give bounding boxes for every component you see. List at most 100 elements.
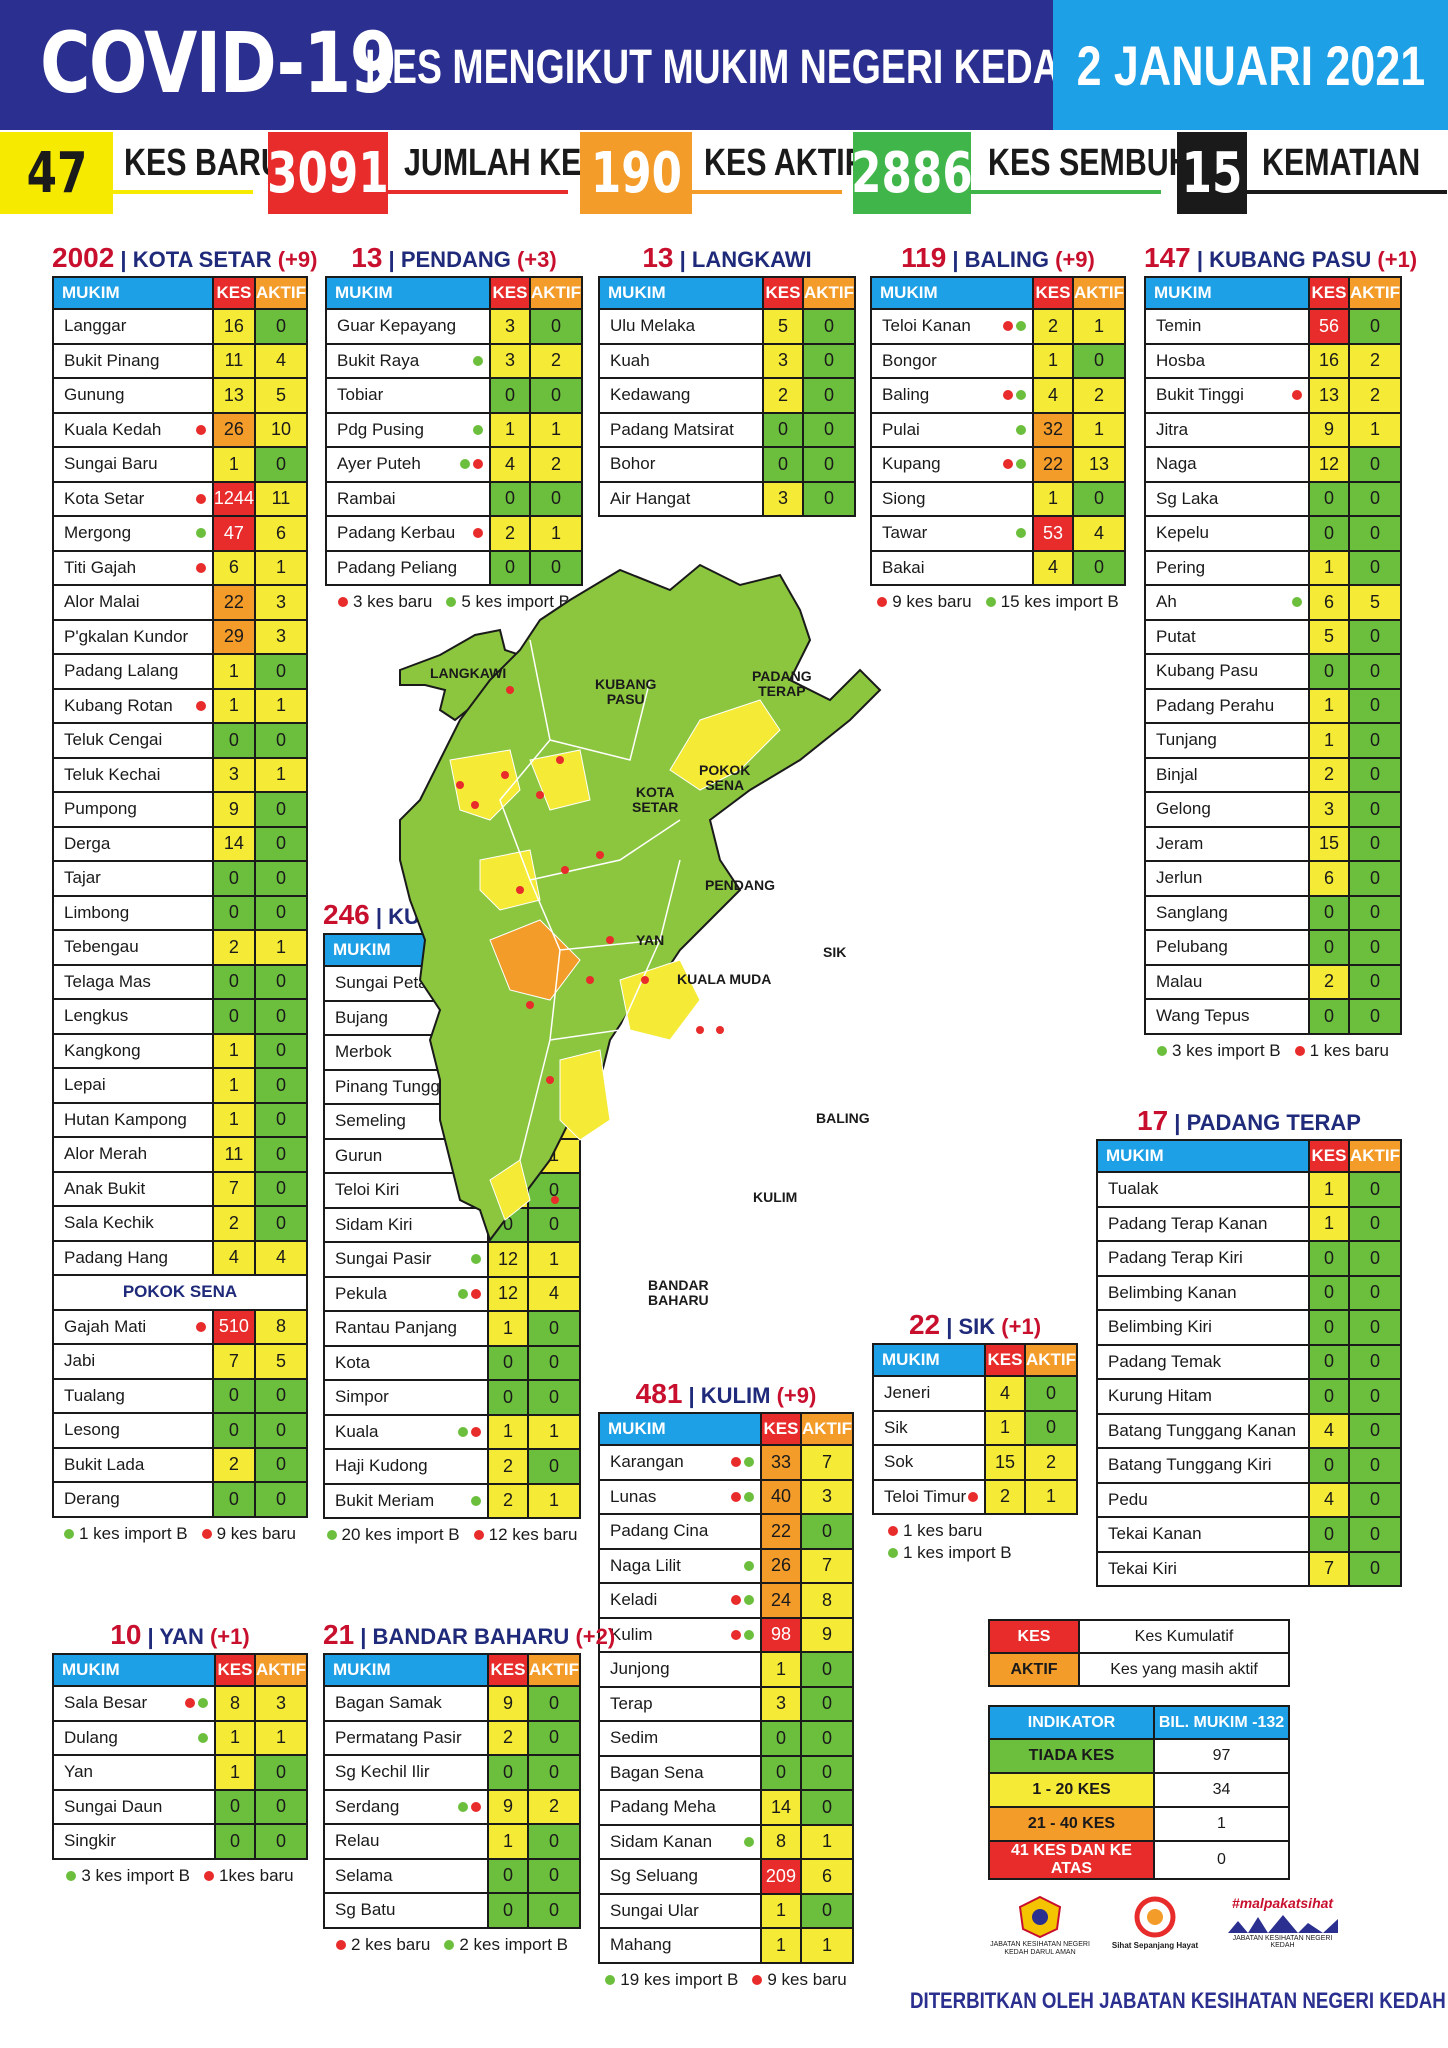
map-label-pokok-sena: POKOK SENA xyxy=(699,762,751,793)
mukim-name: Sungai Petani xyxy=(335,973,441,993)
aktif-cell: 0 xyxy=(253,1101,309,1138)
district-baling: 119 | BALING (+9) MUKIM KES AKTIF Teloi Kana… xyxy=(870,244,1127,612)
legend-text: 3 kes import B xyxy=(81,1865,190,1885)
kes-cell: 47 xyxy=(211,515,256,552)
mukim-table: MUKIM KES AKTIF Teloi Kanan 2 1 Bongor 1 0 Baling… xyxy=(870,276,1127,586)
map-zone-kota-setar xyxy=(449,749,521,821)
table-row: Naga Lilit 26 7 xyxy=(598,1547,855,1584)
case-markers xyxy=(195,493,206,504)
import-case-dot xyxy=(743,1595,754,1606)
aktif-cell: 0 xyxy=(1347,1447,1403,1484)
mukim-cell: Sedim xyxy=(598,1720,762,1757)
kes-cell: 6 xyxy=(211,549,256,586)
kes-cell: 9 xyxy=(211,791,256,828)
kes-cell: 3 xyxy=(1307,791,1350,828)
aktif-cell: 0 xyxy=(1347,1412,1403,1449)
aktif-cell: 0 xyxy=(526,1310,582,1347)
aktif-cell: 0 xyxy=(799,1685,855,1722)
aktif-cell: 0 xyxy=(253,308,309,345)
stat-underline xyxy=(1247,190,1447,194)
import-case-dot xyxy=(444,1939,455,1950)
kes-cell: 24 xyxy=(759,1582,802,1619)
title-separator: | xyxy=(682,1383,701,1408)
map-svg xyxy=(399,563,882,1243)
mukim-cell: Teluk Kechai xyxy=(52,756,214,793)
key-desc: Kes yang masih aktif xyxy=(1078,1652,1290,1687)
mukim-table: MUKIM KES AKTIF Jeneri 4 0 Sik 1 0 Sok 15 2 Teloi Ti… xyxy=(872,1343,1079,1515)
col-aktif: AKTIF xyxy=(799,1412,855,1446)
col-aktif: AKTIF xyxy=(526,1653,582,1687)
legend-item: 9 kes baru xyxy=(201,1524,296,1544)
aktif-cell: 0 xyxy=(1347,756,1403,793)
mukim-cell: Langgar xyxy=(52,308,214,345)
aktif-cell: 2 xyxy=(528,342,584,379)
mukim-cell: Sik xyxy=(872,1409,986,1446)
aktif-cell: 0 xyxy=(253,1412,309,1449)
col-mukim: MUKIM xyxy=(872,1343,986,1377)
kes-cell: 0 xyxy=(1307,1516,1350,1553)
district-total: 13 xyxy=(351,242,383,273)
kes-cell: 5 xyxy=(1307,618,1350,655)
table-row: Sg Seluang 209 6 xyxy=(598,1858,855,1895)
kes-cell: 9 xyxy=(486,1685,529,1722)
mukim-cell: Haji Kudong xyxy=(323,1448,489,1485)
kes-cell: 3 xyxy=(211,756,256,793)
district-legend: 20 kes import B 12 kes baru xyxy=(323,1525,581,1545)
aktif-cell: 3 xyxy=(253,618,309,655)
key-row-aktif: AKTIF Kes yang masih aktif xyxy=(988,1652,1290,1687)
map-zone-kulim xyxy=(559,1049,611,1141)
skyline-icon xyxy=(1227,1915,1338,1933)
col-mukim: MUKIM xyxy=(1096,1139,1310,1173)
mukim-name: Yan xyxy=(64,1762,93,1782)
aktif-cell: 0 xyxy=(1347,722,1403,759)
case-markers xyxy=(470,1495,481,1506)
mukim-name: Kuala xyxy=(335,1421,379,1441)
district-title: 13 | LANGKAWI xyxy=(598,244,856,273)
aktif-cell: 0 xyxy=(526,1344,582,1381)
aktif-cell: 0 xyxy=(799,1513,855,1550)
legend-item: 2 kes baru xyxy=(335,1935,430,1955)
mukim-name: P'gkalan Kundor xyxy=(64,626,189,646)
kes-cell: 0 xyxy=(213,1823,256,1860)
kes-cell: 16 xyxy=(1307,342,1350,379)
table-row: Titi Gajah 6 1 xyxy=(52,549,309,586)
aktif-cell: 0 xyxy=(253,1205,309,1242)
aktif-cell: 0 xyxy=(1347,1481,1403,1518)
table-row: Sedim 0 0 xyxy=(598,1720,855,1757)
table-row: Jeram 15 0 xyxy=(1144,825,1403,862)
mukim-name: Belimbing Kanan xyxy=(1108,1282,1237,1302)
aktif-cell: 1 xyxy=(1347,411,1403,448)
aktif-cell: 0 xyxy=(1347,1205,1403,1242)
mukim-name: Sungai Daun xyxy=(64,1796,163,1816)
kes-cell: 0 xyxy=(761,411,804,448)
aktif-cell: 0 xyxy=(1347,308,1403,345)
case-markers xyxy=(730,1629,754,1640)
table-row: Teloi Kanan 2 1 xyxy=(870,308,1127,345)
mukim-name: Kuala Kedah xyxy=(64,419,162,439)
mukim-cell: Sala Kechik xyxy=(52,1205,214,1242)
col-aktif: AKTIF xyxy=(1347,1139,1403,1173)
aktif-cell: 0 xyxy=(1347,963,1403,1000)
mukim-cell: Kuala xyxy=(323,1413,489,1450)
mukim-cell: Tualak xyxy=(1096,1171,1310,1208)
aktif-cell: 2 xyxy=(1347,342,1403,379)
mukim-cell: Sungai Baru xyxy=(52,446,214,483)
new-case-dot xyxy=(195,1321,206,1332)
import-case-dot xyxy=(457,1426,468,1437)
district-added: (+1) xyxy=(209,1624,250,1649)
kes-cell: 1 xyxy=(759,1927,802,1964)
mukim-name: Mergong xyxy=(64,523,132,543)
table-row: Padang Terap Kanan 1 0 xyxy=(1096,1205,1403,1242)
mukim-name: Ulu Melaka xyxy=(610,316,696,336)
mukim-name: Sik xyxy=(884,1417,908,1437)
kes-cell: 0 xyxy=(488,480,531,517)
aktif-cell: 1 xyxy=(1071,308,1127,345)
mukim-cell: Ulu Melaka xyxy=(598,308,764,345)
map-label-sik: SIK xyxy=(823,944,847,960)
district-added: (+2) xyxy=(575,1624,616,1649)
mukim-name: Haji Kudong xyxy=(335,1456,428,1476)
kes-cell: 1 xyxy=(488,411,531,448)
legend-item: 19 kes import B xyxy=(605,1970,738,1990)
mukim-name: Sg Laka xyxy=(1156,488,1219,508)
map-label-kubang-pasu: KUBANG PASU xyxy=(595,676,657,707)
